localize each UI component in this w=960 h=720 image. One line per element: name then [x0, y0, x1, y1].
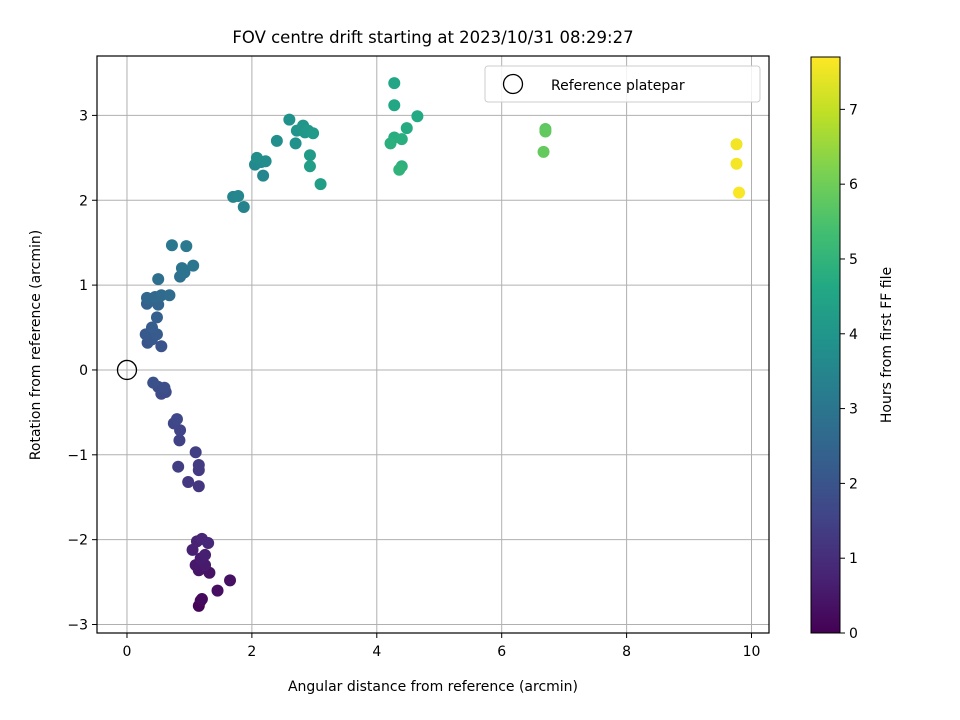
- legend-reference-marker: [502, 73, 524, 95]
- data-point: [158, 381, 171, 394]
- y-tick-label: 3: [79, 108, 88, 124]
- grid: [97, 56, 769, 633]
- y-axis-label: Rotation from reference (arcmin): [28, 230, 44, 460]
- colorbar: 0 1 2 3 4 5 6 7 Hours from first FF file: [810, 56, 895, 642]
- data-point: [192, 458, 205, 471]
- data-point: [180, 240, 193, 253]
- colorbar-tick-label: 0: [849, 626, 858, 642]
- data-point: [283, 113, 296, 126]
- y-tick-label: −3: [67, 618, 88, 634]
- data-point: [152, 273, 165, 286]
- colorbar-gradient: [810, 56, 841, 634]
- colorbar-tick-label: 5: [849, 252, 858, 268]
- y-tick-label: 1: [79, 278, 88, 294]
- x-tick-label: 2: [247, 644, 256, 660]
- data-point: [289, 137, 302, 150]
- data-point: [195, 593, 208, 606]
- x-tick-label: 10: [743, 644, 761, 660]
- y-tick-label: −1: [67, 448, 88, 464]
- data-point: [384, 137, 397, 150]
- data-point: [187, 259, 200, 272]
- x-tick-label: 4: [372, 644, 381, 660]
- y-axis-ticks: −3 −2 −1 0 1 2 3: [67, 108, 97, 634]
- chart-title: FOV centre drift starting at 2023/10/31 …: [232, 28, 633, 47]
- data-point: [537, 145, 550, 158]
- x-tick-label: 6: [497, 644, 506, 660]
- colorbar-tick-label: 7: [849, 102, 858, 118]
- data-point: [307, 127, 320, 140]
- colorbar-tick-label: 2: [849, 476, 858, 492]
- data-point: [395, 133, 408, 146]
- data-point: [250, 151, 263, 164]
- data-point: [303, 160, 316, 173]
- data-point: [165, 239, 178, 252]
- data-point: [539, 125, 552, 138]
- data-point: [314, 178, 327, 191]
- data-point: [232, 190, 245, 203]
- data-point: [192, 480, 205, 493]
- x-axis-label: Angular distance from reference (arcmin): [288, 679, 578, 695]
- data-point: [411, 110, 424, 123]
- data-point: [730, 157, 743, 170]
- colorbar-label: Hours from first FF file: [879, 267, 895, 423]
- data-point: [173, 434, 186, 447]
- colorbar-ticks: 0 1 2 3 4 5 6 7: [840, 102, 858, 642]
- data-point: [270, 134, 283, 147]
- data-points: [116, 77, 746, 612]
- y-tick-label: −2: [67, 533, 88, 549]
- data-point: [211, 584, 224, 597]
- data-point: [175, 262, 188, 275]
- data-point: [182, 475, 195, 488]
- data-point: [155, 340, 168, 353]
- data-point: [170, 413, 183, 426]
- data-point: [150, 311, 163, 324]
- data-point: [730, 138, 743, 151]
- data-point: [257, 169, 270, 182]
- data-point: [400, 122, 413, 135]
- reference-platepar-marker: [116, 359, 138, 381]
- data-point: [224, 574, 237, 587]
- x-tick-label: 0: [123, 644, 132, 660]
- data-point: [202, 537, 215, 550]
- x-tick-label: 8: [622, 644, 631, 660]
- data-point: [199, 548, 212, 561]
- x-axis-ticks: 0 2 4 6 8 10: [123, 633, 761, 660]
- data-point: [393, 163, 406, 176]
- data-point: [237, 201, 250, 214]
- data-point: [145, 321, 158, 334]
- data-point: [733, 186, 746, 199]
- data-point: [303, 149, 316, 162]
- data-point: [388, 99, 401, 112]
- legend-entry: Reference platepar: [551, 78, 685, 94]
- data-point: [388, 77, 401, 90]
- data-point: [189, 446, 202, 459]
- y-tick-label: 0: [79, 363, 88, 379]
- data-point: [163, 289, 176, 302]
- plot-frame: [96, 55, 770, 634]
- legend: Reference platepar: [484, 65, 761, 103]
- data-point: [172, 460, 185, 473]
- legend-box: [484, 65, 761, 103]
- colorbar-tick-label: 3: [849, 402, 858, 418]
- colorbar-tick-label: 4: [849, 327, 858, 343]
- colorbar-tick-label: 1: [849, 551, 858, 567]
- colorbar-tick-label: 6: [849, 177, 858, 193]
- y-tick-label: 2: [79, 193, 88, 209]
- data-point: [147, 376, 160, 389]
